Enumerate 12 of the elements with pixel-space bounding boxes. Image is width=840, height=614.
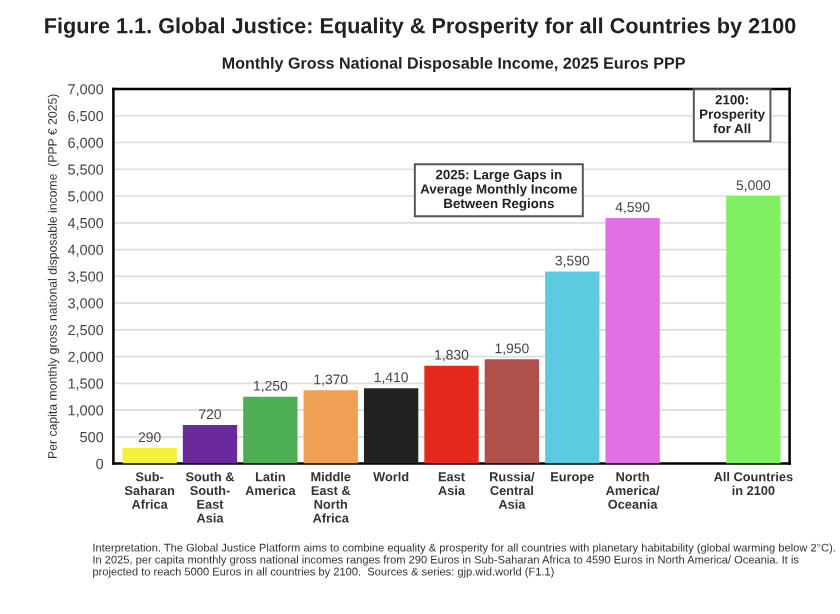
bar bbox=[605, 217, 660, 464]
bar bbox=[243, 396, 298, 464]
bar bbox=[726, 196, 781, 464]
chart-title: Figure 1.1. Global Justice: Equality & Prosperity for all Countries by 2100 bbox=[45, 17, 796, 38]
bar bbox=[122, 448, 177, 464]
bar bbox=[545, 271, 600, 464]
bar bbox=[303, 390, 358, 464]
bar bbox=[484, 359, 540, 464]
chart-subtitle: Monthly Gross National Disposable Income, 2025 Euros PPP bbox=[222, 56, 685, 72]
bar bbox=[424, 365, 479, 464]
bar bbox=[363, 388, 419, 464]
bar bbox=[182, 425, 238, 464]
